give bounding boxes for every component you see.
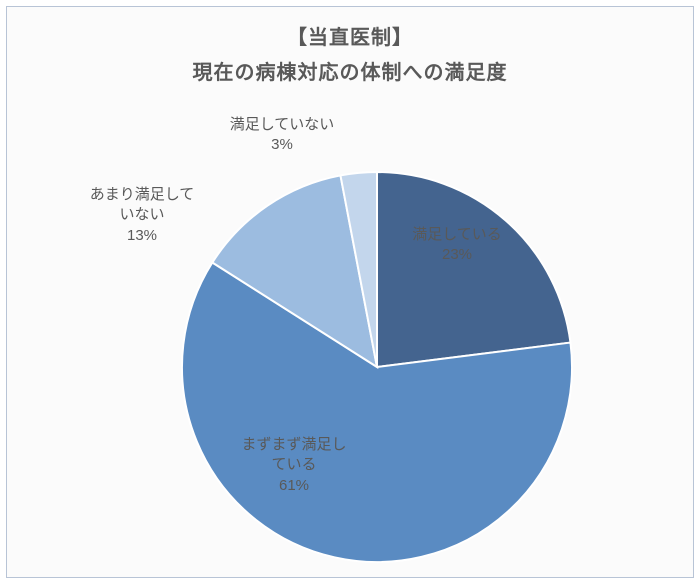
- pie-holder: 満足している23%まずまず満足している61%あまり満足していない13%満足してい…: [7, 7, 693, 577]
- pie-chart: [7, 7, 695, 579]
- chart-frame: 【当直医制】 現在の病棟対応の体制への満足度 満足している23%まずまず満足して…: [6, 6, 694, 578]
- pie-slice: [377, 172, 570, 367]
